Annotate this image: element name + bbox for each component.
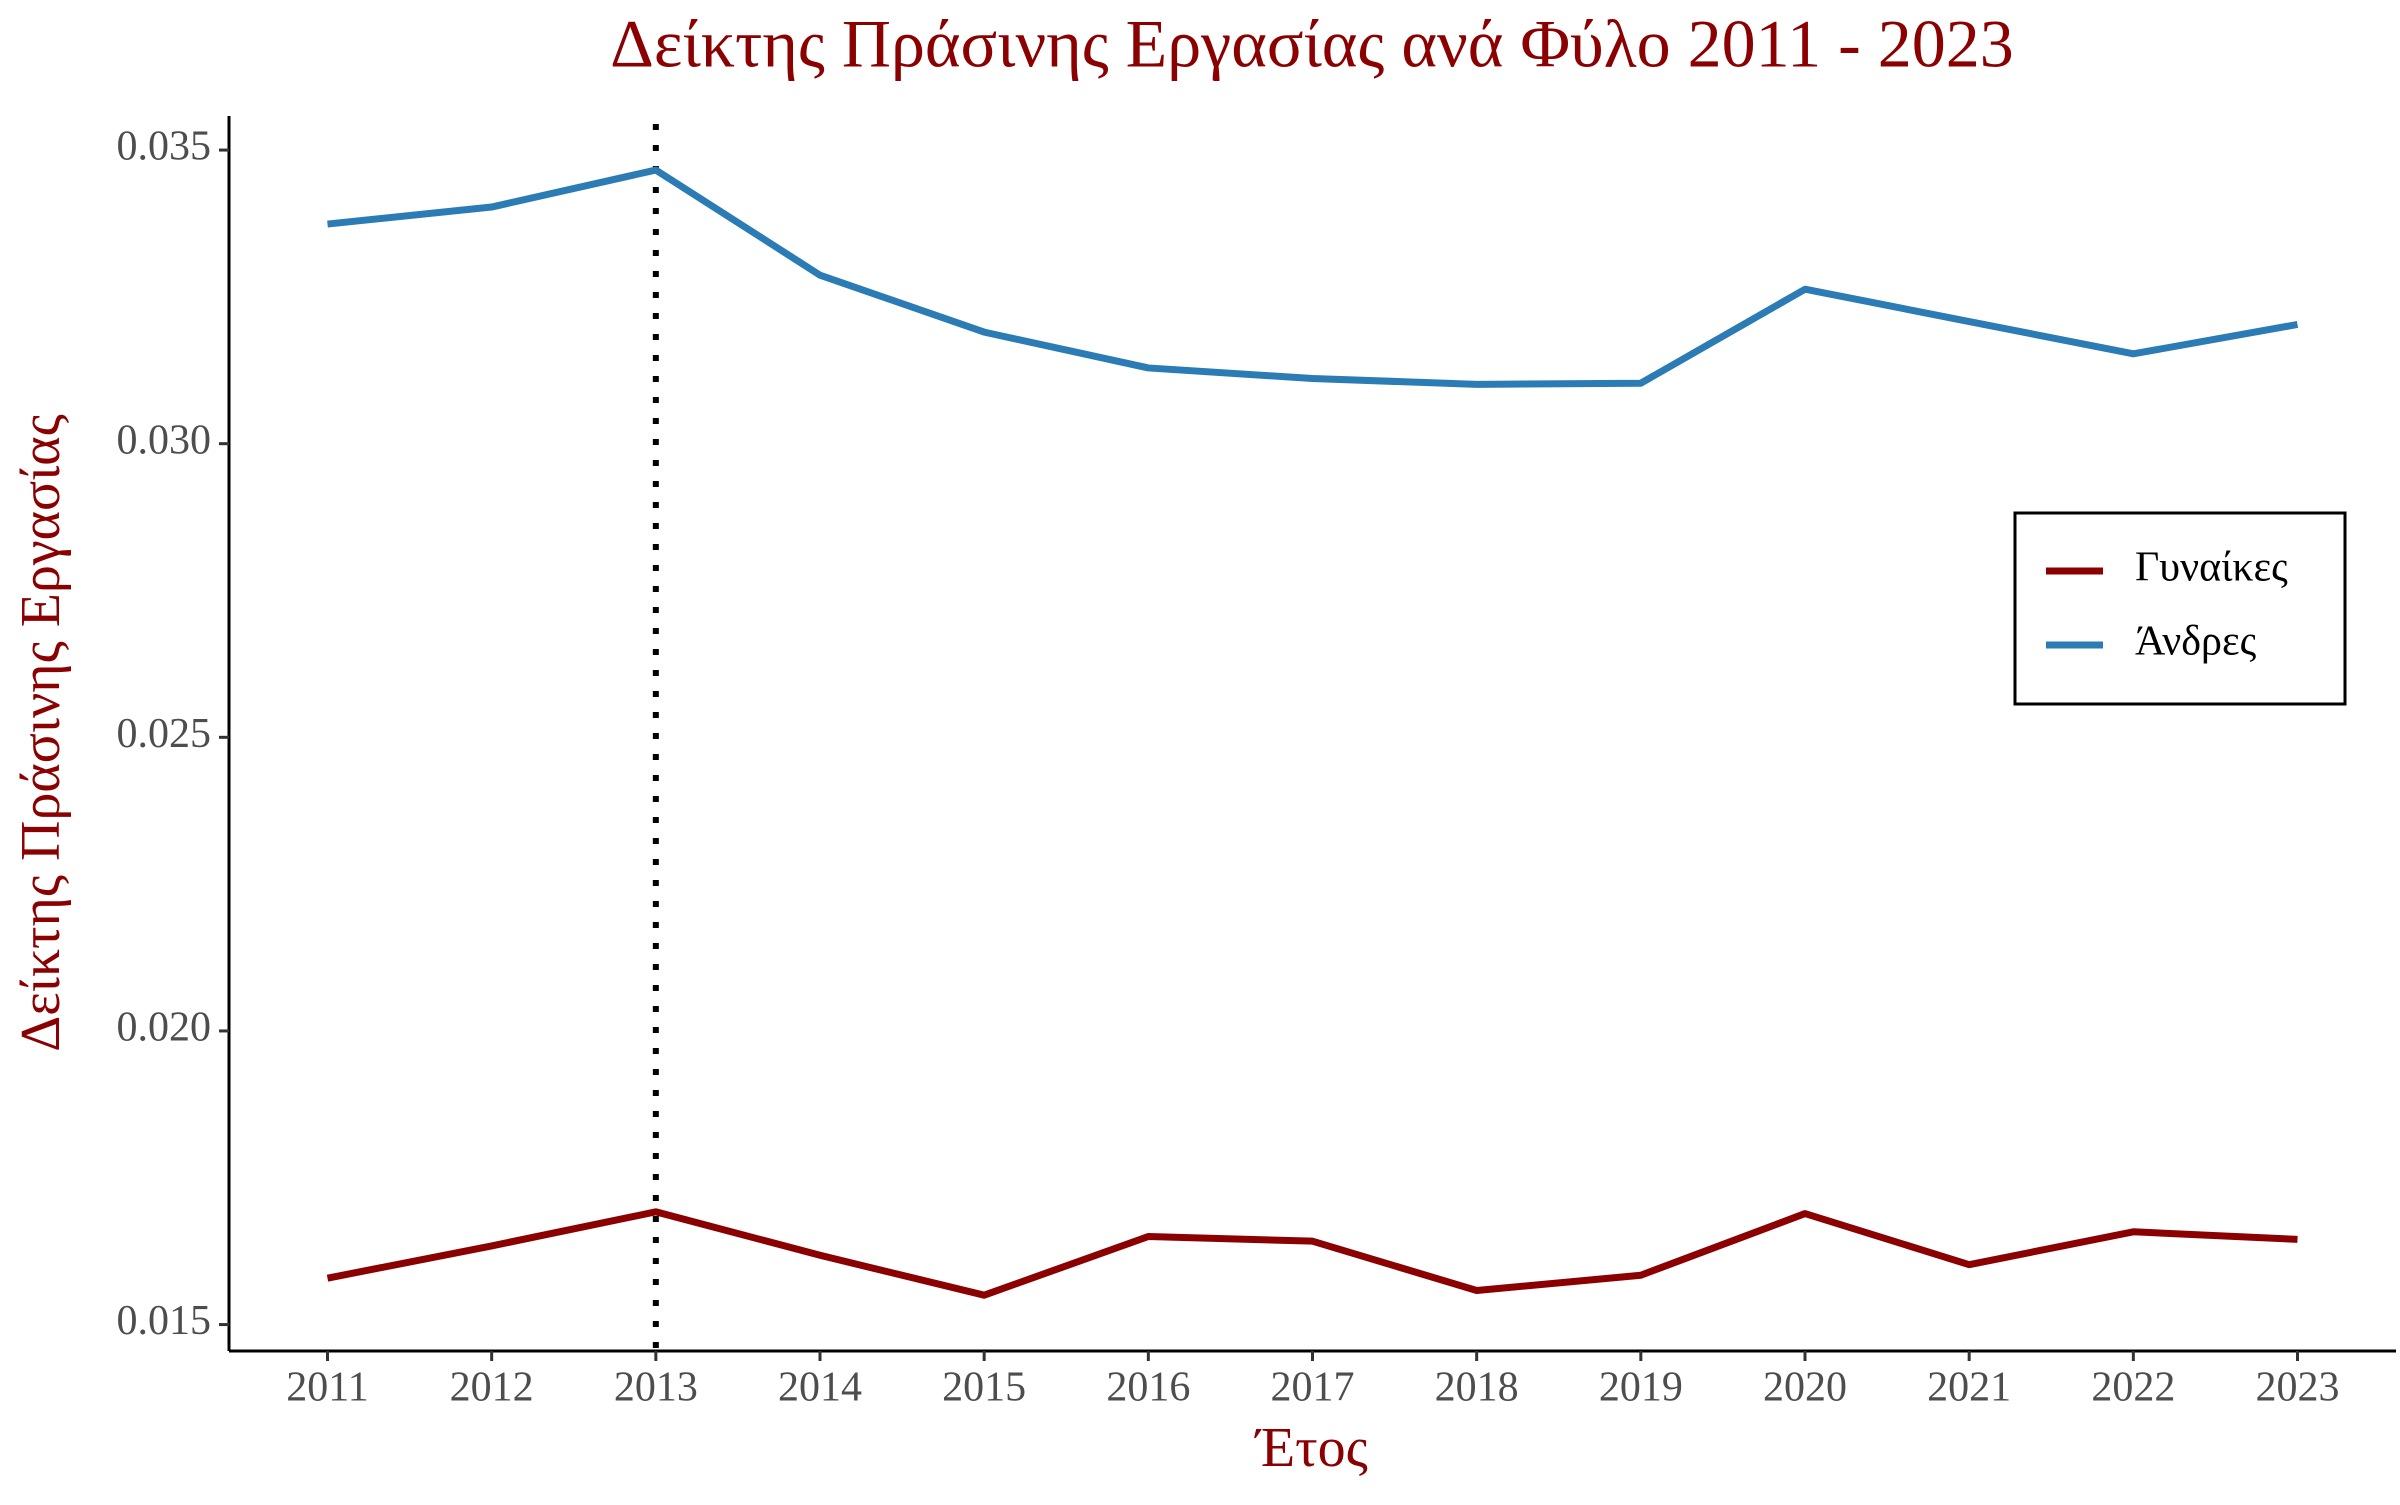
y-tick-label: 0.015 — [117, 1298, 212, 1344]
x-tick-label: 2019 — [1599, 1365, 1683, 1411]
x-tick-label: 2017 — [1271, 1365, 1355, 1411]
x-tick-label: 2011 — [286, 1365, 368, 1411]
legend-label: Άνδρες — [2135, 619, 2257, 665]
x-tick-label: 2012 — [450, 1365, 534, 1411]
x-tick-label: 2023 — [2256, 1365, 2340, 1411]
x-tick-label: 2022 — [2091, 1365, 2175, 1411]
y-tick-label: 0.030 — [117, 417, 212, 463]
y-tick-label: 0.020 — [117, 1005, 212, 1051]
data-line — [326, 1208, 2298, 1299]
x-axis-title: Έτος — [1254, 1417, 1368, 1479]
legend-label: Γυναίκες — [2135, 545, 2288, 591]
legend-box — [2013, 511, 2347, 706]
x-tick-label: 2021 — [1927, 1365, 2011, 1411]
data-line — [327, 166, 2299, 388]
y-tick-label: 0.035 — [117, 124, 212, 170]
x-tick-label: 2016 — [1106, 1365, 1190, 1411]
x-tick-label: 2018 — [1435, 1365, 1519, 1411]
x-tick-label: 2014 — [778, 1365, 862, 1411]
chart-title: Δείκτης Πράσινης Εργασίας ανά Φύλο 2011 … — [610, 6, 2014, 82]
x-tick-label: 2013 — [614, 1365, 698, 1411]
x-tick-label: 2020 — [1763, 1365, 1847, 1411]
y-tick-label: 0.025 — [117, 711, 212, 757]
x-tick-label: 2015 — [942, 1365, 1026, 1411]
y-axis-title: Δείκτης Πράσινης Εργασίας — [10, 414, 72, 1052]
